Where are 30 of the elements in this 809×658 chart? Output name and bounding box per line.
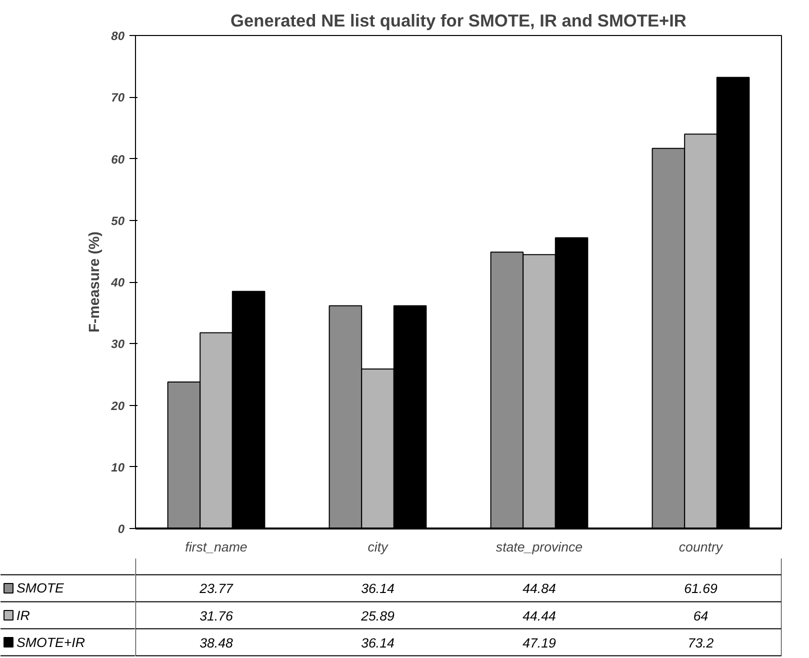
data-label: 61.69 [684, 581, 718, 596]
y-tick-label: 50 [111, 214, 125, 228]
data-label: 47.19 [522, 635, 557, 650]
x-tick-label: state_province [496, 540, 583, 554]
x-tick-label: country [678, 540, 724, 554]
legend-label: SMOTE [16, 580, 65, 596]
x-tick-label: city [368, 540, 390, 554]
data-label: 31.76 [200, 608, 234, 624]
data-label: 44.44 [522, 608, 556, 624]
data-label: 36.14 [361, 635, 394, 650]
x-tick-label: first_name [185, 540, 248, 554]
y-tick-label: 30 [111, 337, 125, 352]
data-label: 64 [693, 608, 708, 624]
data-label: 36.14 [361, 581, 394, 596]
data-label: 23.77 [198, 581, 234, 596]
legend-label: SMOTE+IR [16, 634, 86, 650]
y-tick-label: 80 [111, 29, 125, 43]
y-tick-label: 60 [111, 152, 125, 166]
data-label: 38.48 [200, 635, 234, 650]
data-label: 44.84 [522, 581, 556, 596]
y-tick-label: 40 [110, 276, 125, 290]
y-tick-label: 20 [110, 398, 125, 413]
data-label: 25.89 [360, 608, 396, 624]
data-label: 73.2 [688, 635, 714, 650]
y-tick-label: 70 [111, 90, 125, 105]
y-axis-title: F-measure (%) [87, 231, 104, 332]
chart-title: Generated NE list quality for SMOTE, IR and SMOTE+IR [230, 10, 687, 30]
y-tick-label: 0 [118, 522, 125, 536]
y-tick-label: 10 [111, 460, 125, 474]
legend-label: IR [16, 608, 30, 623]
